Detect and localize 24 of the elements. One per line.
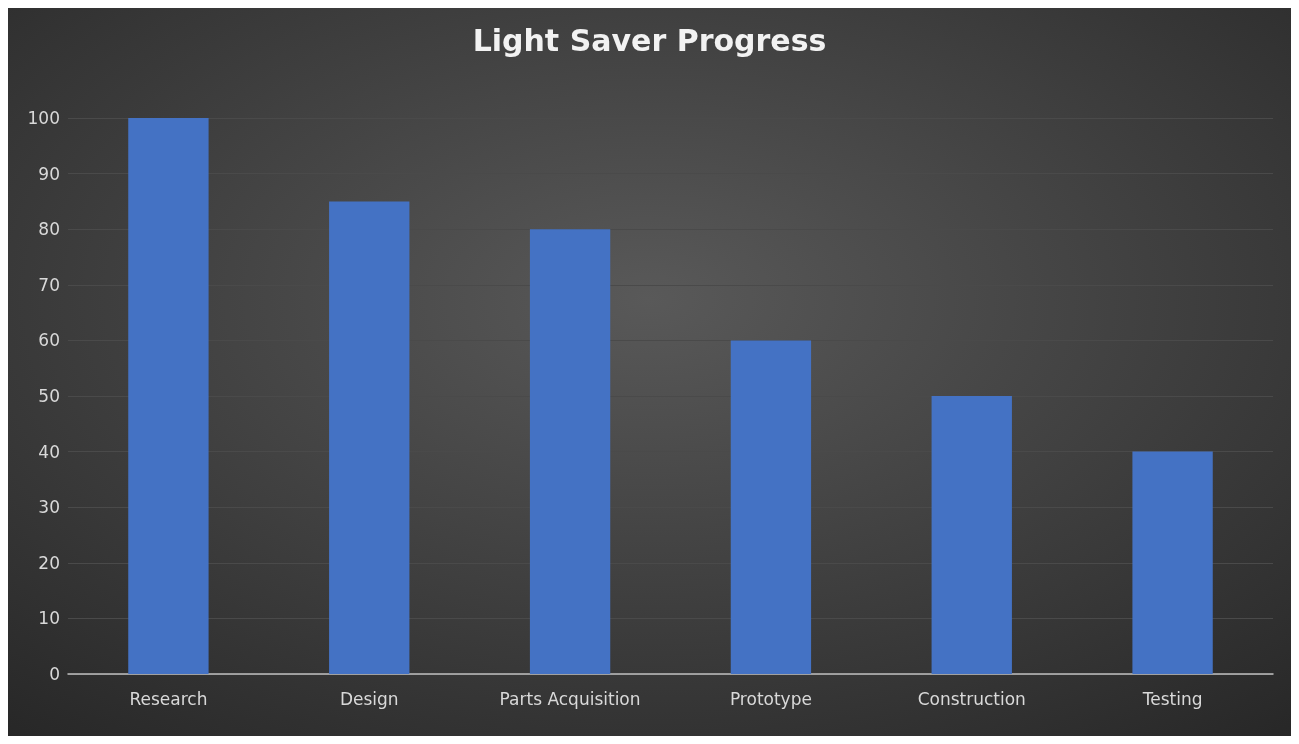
y-tick-label: 100 bbox=[27, 108, 60, 128]
x-tick-label: Parts Acquisition bbox=[499, 688, 641, 709]
y-tick-label: 60 bbox=[38, 330, 60, 351]
y-tick-label: 10 bbox=[38, 608, 60, 629]
y-tick-label: 80 bbox=[38, 219, 60, 240]
y-tick-label: 50 bbox=[38, 386, 60, 406]
bar bbox=[931, 396, 1012, 674]
bar bbox=[730, 340, 812, 674]
y-tick-label: 30 bbox=[38, 497, 60, 518]
x-tick-label: Construction bbox=[917, 688, 1026, 709]
y-tick-label: 70 bbox=[38, 274, 60, 295]
y-tick-label: 90 bbox=[38, 163, 60, 184]
chart-title: Light Saver Progress bbox=[472, 22, 827, 58]
x-tick-label: Design bbox=[339, 688, 399, 709]
bar bbox=[329, 201, 410, 674]
x-tick-label: Testing bbox=[1141, 688, 1203, 709]
x-tick-label: Research bbox=[129, 688, 208, 709]
bar bbox=[529, 229, 611, 674]
x-tick-label: Prototype bbox=[729, 688, 812, 709]
y-tick-label: 0 bbox=[49, 664, 60, 684]
bar bbox=[128, 118, 209, 674]
bar bbox=[1132, 451, 1213, 674]
y-tick-label: 20 bbox=[38, 552, 60, 573]
y-tick-label: 40 bbox=[38, 441, 60, 462]
